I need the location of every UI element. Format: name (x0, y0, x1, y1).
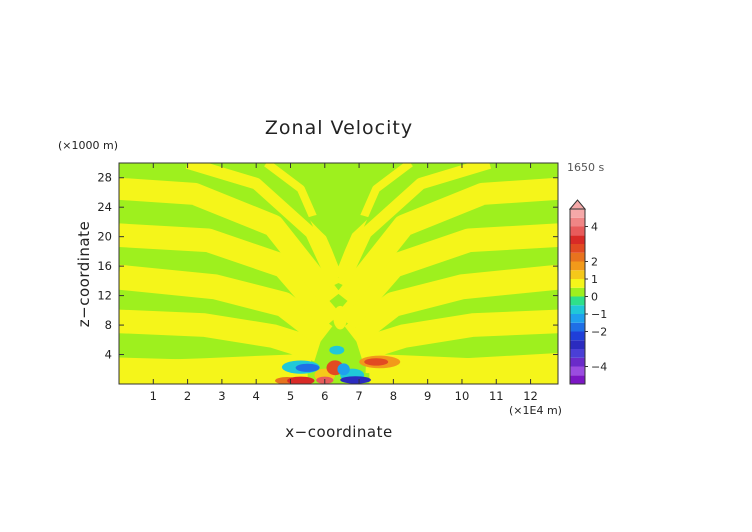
y-tick-label: 24 (97, 200, 112, 214)
y-tick-label: 20 (97, 230, 112, 244)
green-lens (307, 212, 370, 246)
x-tick-label: 8 (390, 389, 397, 403)
colorbar-extend-max (568, 199, 587, 210)
colorbar-tick-label: 1 (591, 273, 598, 286)
colorbar-tick-label: 2 (591, 256, 598, 269)
colorbar: 4 2 1 0 −1 −2 −4 (568, 199, 607, 385)
velocity-field (119, 163, 558, 384)
x-tick-label: 6 (321, 389, 328, 403)
colorbar-level (570, 261, 585, 271)
colorbar-level (570, 217, 585, 227)
colorbar-tick-label: −2 (591, 326, 607, 339)
colorbar-level (570, 244, 585, 253)
colorbar-level (570, 375, 585, 384)
colorbar-level (570, 287, 585, 297)
y-tick-label: 8 (105, 318, 112, 332)
wave-band-left (119, 223, 341, 330)
wave-band-right (336, 177, 558, 307)
x-tick-label: 5 (287, 389, 294, 403)
wave-band-left (119, 177, 341, 307)
colorbar-level (570, 226, 585, 236)
colorbar-level (570, 209, 585, 218)
colorbar-level (570, 279, 585, 288)
x-tick-label: 9 (424, 389, 431, 403)
y-axis-title: z−coordinate (75, 221, 93, 327)
colorbar-level (570, 331, 585, 341)
velocity-anomaly (329, 345, 345, 355)
colorbar-level (570, 252, 585, 262)
wave-band-right (336, 163, 492, 288)
velocity-anomaly (337, 363, 350, 376)
colorbar-level (570, 235, 585, 244)
colorbar-level (570, 340, 585, 349)
x-tick-label: 10 (455, 389, 470, 403)
wave-band-left (119, 264, 333, 347)
wave-band-right (355, 309, 558, 362)
colorbar-level (570, 314, 585, 323)
plot-frame (118, 162, 559, 385)
velocity-anomaly (287, 376, 315, 384)
time-label: 1650 s (567, 161, 604, 174)
colorbar-level (570, 305, 585, 314)
colorbar-level (570, 296, 585, 306)
wave-band-left (185, 163, 341, 288)
x-tick-label: 1 (150, 389, 157, 403)
x-tick-label: 12 (523, 389, 538, 403)
colorbar-level (570, 270, 585, 279)
colorbar-tick-label: 0 (591, 291, 598, 304)
x-tick-label: 3 (218, 389, 225, 403)
yellow-region-bottom-left (119, 357, 308, 384)
x-tick-label: 4 (253, 389, 260, 403)
chart-title: Zonal Velocity (265, 117, 413, 139)
wave-band-right (344, 264, 558, 347)
colorbar-tick-label: −1 (591, 308, 607, 321)
velocity-anomaly (364, 358, 389, 366)
x-unit-label: (×1E4 m) (509, 404, 562, 417)
x-axis-title: x−coordinate (285, 423, 392, 441)
velocity-anomaly (333, 305, 348, 330)
velocity-anomaly (295, 363, 320, 372)
colorbar-level (570, 357, 585, 367)
y-tick-label: 4 (105, 348, 112, 362)
wave-band-left (119, 309, 322, 362)
plot-area (118, 162, 559, 385)
x-tick-label: 7 (355, 389, 362, 403)
y-axis: 4 8 12 16 20 24 28 (97, 171, 558, 362)
x-tick-label: 11 (489, 389, 504, 403)
colorbar-level (570, 322, 585, 332)
x-axis: 1 2 3 4 5 6 7 8 9 10 11 12 (150, 163, 538, 403)
y-tick-label: 16 (97, 259, 112, 273)
colorbar-tick-label: 4 (591, 221, 598, 234)
colorbar-level (570, 349, 585, 358)
velocity-anomaly (340, 376, 371, 384)
colorbar-tick-label: −4 (591, 361, 607, 374)
colorbar-level (570, 366, 585, 376)
y-tick-label: 12 (97, 289, 112, 303)
yellow-region-bottom-right (369, 353, 558, 384)
wave-band-right (336, 223, 558, 330)
x-tick-label: 2 (184, 389, 191, 403)
y-unit-label: (×1000 m) (58, 139, 118, 152)
y-tick-label: 28 (97, 171, 112, 185)
